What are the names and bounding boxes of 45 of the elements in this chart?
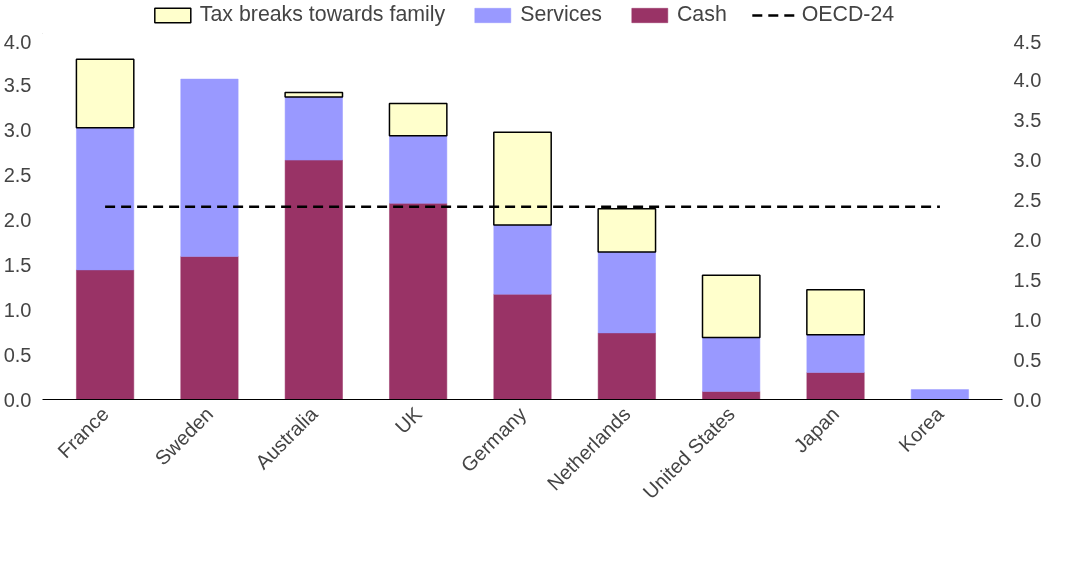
y2-tick-label: 3.0 [1013,148,1042,171]
bar [180,256,239,400]
y2-tick-label: 2.5 [1013,188,1042,211]
y-tick-label: 1.5 [3,253,32,276]
y2-tick-label: 0.0 [1013,388,1042,411]
bar [806,334,865,373]
bar [388,102,448,137]
legend-label: Cash [676,2,727,27]
bar [806,372,865,400]
legend-label: OECD-24 [801,2,895,27]
y-tick-label: 1.0 [3,298,32,321]
bar [806,288,865,336]
y2-tick-label: 4.0 [1013,68,1042,91]
bar [389,135,448,204]
bar [75,58,135,129]
y-tick-label: 0.5 [3,343,32,366]
y-tick-label: 0.0 [3,388,32,411]
bar [702,337,761,392]
bar [284,159,343,400]
bar [493,224,552,295]
legend-label: Services [520,2,602,27]
y-tick-label: 4.0 [3,30,32,53]
y2-tick-label: 1.0 [1013,308,1042,331]
y-tick-label: 3.5 [3,73,32,96]
bar [284,96,343,161]
y2-tick-label: 4.5 [1013,30,1042,53]
y2-tick-label: 1.5 [1013,268,1042,291]
bar [597,332,656,400]
bar [284,91,344,98]
x-tick-label: UK [390,402,427,438]
y2-tick-label: 2.0 [1013,228,1042,251]
bar [76,269,135,400]
bar [76,127,135,271]
y-tick-label: 2.5 [3,163,32,186]
y2-tick-label: 3.5 [1013,108,1042,131]
bar [701,274,761,339]
y2-tick-label: 0.5 [1013,348,1042,371]
bar [389,203,448,400]
legend-label: Tax breaks towards family [199,2,446,27]
bar [597,251,656,334]
y-tick-label: 3.0 [3,118,32,141]
bar [180,78,239,257]
y-tick-label: 2.0 [3,208,32,231]
bar [493,293,552,400]
bar [910,389,969,400]
